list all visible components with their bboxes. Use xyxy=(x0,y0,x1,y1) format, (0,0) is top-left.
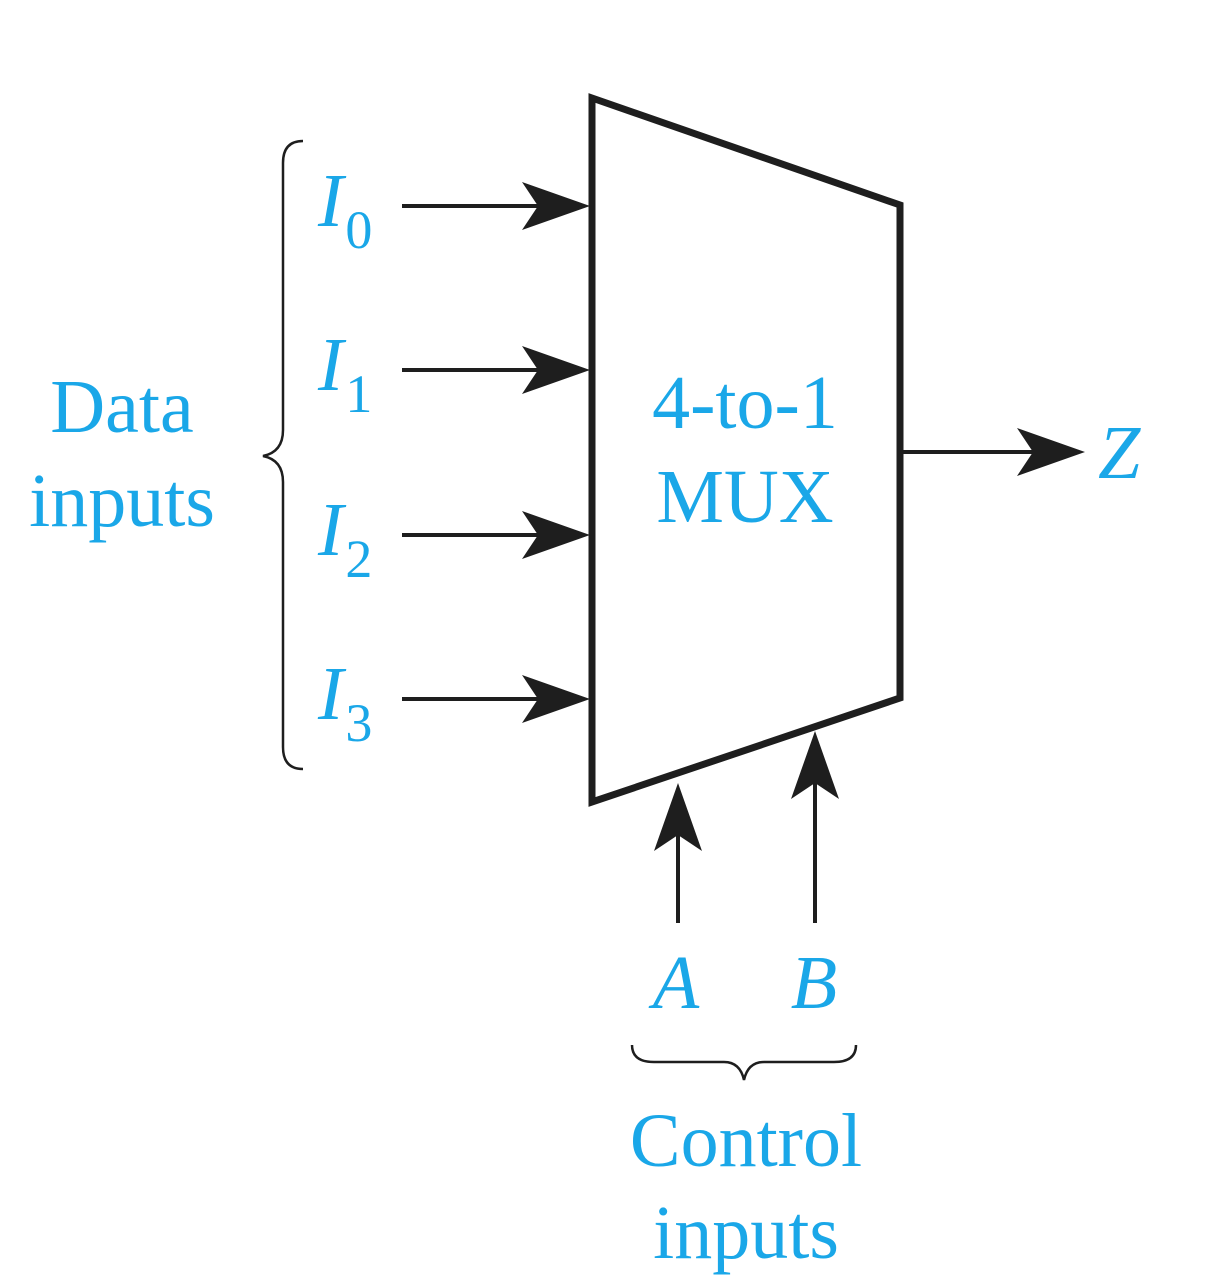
data-input-label-1: I1 xyxy=(317,323,372,424)
control-input-wire-a xyxy=(654,783,702,923)
control-input-label-a: A xyxy=(648,941,700,1025)
mux-body xyxy=(588,93,904,807)
control-input-wire-b xyxy=(791,731,839,923)
control-input-label-b: B xyxy=(791,941,837,1025)
data-input-label-2: I2 xyxy=(317,488,372,589)
control-inputs-label-line-2: inputs xyxy=(653,1191,839,1275)
control-inputs-label-line-1: Control xyxy=(630,1099,862,1183)
output-label: Z xyxy=(1098,411,1141,495)
output-wire xyxy=(903,428,1085,476)
data-input-label-0: I0 xyxy=(317,159,372,260)
data-inputs-label-line-1: Data xyxy=(50,365,193,449)
mux-label-line-1: 4-to-1 xyxy=(652,361,838,445)
data-input-wire-1 xyxy=(402,346,590,394)
mux-label-line-2: MUX xyxy=(656,455,833,539)
data-input-wire-2 xyxy=(402,511,590,559)
data-input-label-3: I3 xyxy=(317,652,372,753)
control-inputs-brace xyxy=(630,1044,858,1081)
data-inputs-label-line-2: inputs xyxy=(29,459,215,543)
data-input-wire-3 xyxy=(402,675,590,723)
data-input-wire-0 xyxy=(402,182,590,230)
data-inputs-brace xyxy=(262,139,304,771)
